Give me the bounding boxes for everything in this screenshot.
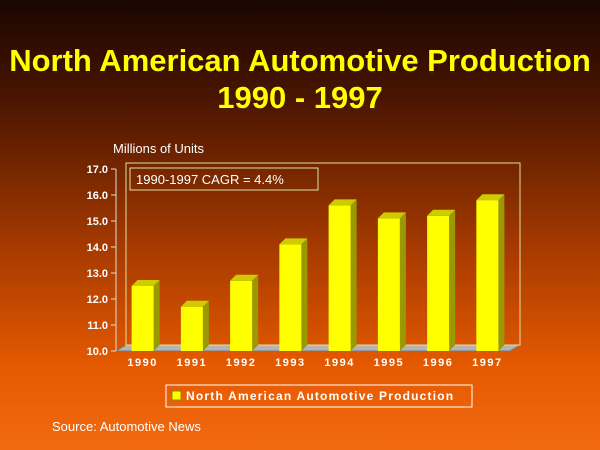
x-tick-label: 1991 [177, 357, 207, 369]
chart-subtitle: 1990 - 1997 [217, 80, 383, 115]
bar-side [498, 194, 505, 351]
bar-side [449, 209, 456, 351]
y-tick-label: 11.0 [87, 320, 108, 332]
x-tick-label: 1990 [127, 357, 157, 369]
bar-side [153, 280, 160, 351]
bar-side [350, 199, 357, 351]
bar-side [301, 238, 308, 351]
bar-top [476, 194, 505, 201]
bar-side [202, 300, 209, 351]
x-tick-label: 1996 [423, 357, 453, 369]
y-tick-label: 12.0 [87, 294, 108, 306]
bar [476, 200, 499, 351]
annotation-box [129, 167, 319, 191]
bar [230, 280, 253, 351]
bar-top [328, 199, 357, 206]
bar-side [252, 274, 259, 351]
chart-title: North American Automotive Production [9, 43, 591, 78]
y-tick-label: 15.0 [87, 216, 108, 228]
y-tick-label: 13.0 [87, 268, 108, 280]
x-tick-label: 1992 [226, 357, 256, 369]
bar-top [230, 274, 259, 281]
x-tick-label: 1993 [275, 357, 305, 369]
bar-top [180, 300, 209, 307]
bar-top [279, 238, 308, 245]
bar [377, 218, 400, 351]
bar [328, 205, 351, 351]
legend-box [165, 384, 473, 408]
y-axis-label: Millions of Units [113, 141, 205, 156]
y-tick-label: 14.0 [87, 242, 108, 254]
bar [427, 215, 450, 351]
source-note: Source: Automotive News [52, 419, 201, 434]
bar-top [377, 212, 406, 219]
legend-swatch [171, 390, 182, 401]
bar-top [131, 280, 160, 286]
bar [180, 306, 203, 351]
bar [279, 244, 302, 351]
bar [131, 286, 154, 351]
chart-floor [114, 344, 522, 352]
plot-area [125, 162, 521, 346]
y-tick-label: 10.0 [87, 346, 108, 358]
annotation-text: 1990-1997 CAGR = 4.4% [136, 172, 284, 187]
bar-side [399, 212, 406, 351]
x-tick-label: 1995 [374, 357, 404, 369]
x-tick-label: 1994 [324, 357, 354, 369]
y-tick-label: 17.0 [87, 164, 108, 176]
y-tick-label: 16.0 [87, 190, 108, 202]
bar-top [427, 209, 456, 216]
x-tick-label: 1997 [472, 357, 502, 369]
legend-label: North American Automotive Production [186, 389, 454, 403]
